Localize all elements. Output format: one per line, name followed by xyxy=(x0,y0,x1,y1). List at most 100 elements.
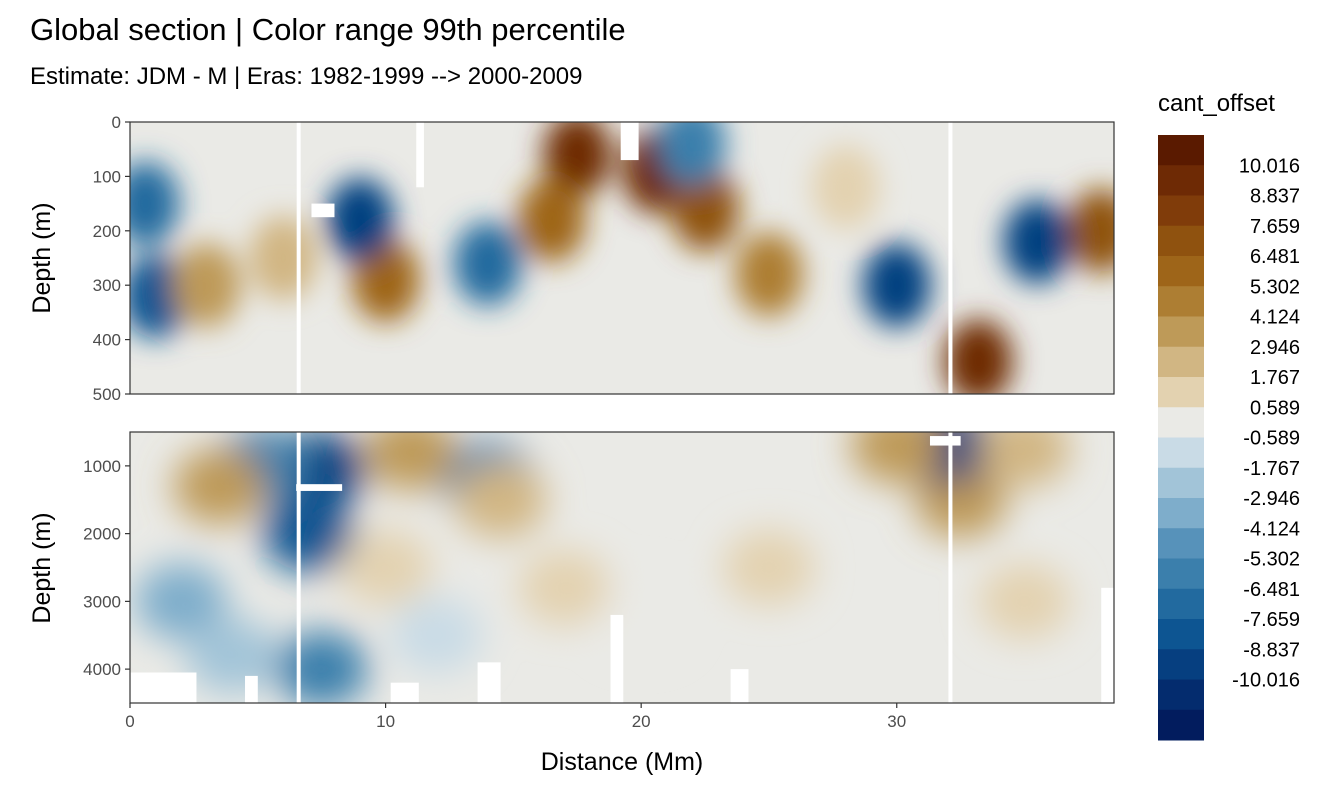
legend-break-label: 10.016 xyxy=(1239,155,1300,177)
legend-color-bin xyxy=(1158,558,1204,590)
y-tick-label: 300 xyxy=(93,276,121,295)
missing-data-region xyxy=(296,484,343,491)
y-tick-label: 2000 xyxy=(83,525,121,544)
field-feature xyxy=(249,216,318,300)
missing-data-region xyxy=(610,614,624,703)
missing-data-region xyxy=(1101,587,1114,703)
field-feature xyxy=(173,448,266,525)
field-feature xyxy=(1067,188,1114,273)
lower-panel: 1000 2000 3000 4000 0 10 20 30 Depth (m) Dista… xyxy=(28,431,1115,776)
legend-color-bin xyxy=(1158,286,1204,317)
field-feature xyxy=(454,461,547,538)
legend-color-bin xyxy=(1158,135,1204,166)
field-feature xyxy=(339,529,432,606)
legend-color-bin xyxy=(1158,588,1204,620)
missing-data-region xyxy=(245,675,258,703)
y-tick-label: 3000 xyxy=(83,592,121,611)
legend-color-bin xyxy=(1158,407,1204,438)
field-feature xyxy=(186,617,279,694)
legend-color-bin xyxy=(1158,467,1204,499)
legend-break-label: 0.589 xyxy=(1250,397,1300,419)
legend-break-label: -5.302 xyxy=(1243,549,1300,571)
color-legend: cant_offset 10.016 8.837 7.659 6.481 5.302 4.… xyxy=(1158,90,1300,741)
y-tick-label: 100 xyxy=(93,167,121,186)
field-feature xyxy=(543,122,612,197)
legend-break-label: -10.016 xyxy=(1232,670,1300,692)
y-tick-label: 400 xyxy=(93,331,121,350)
legend-color-bin xyxy=(1158,225,1204,257)
field-feature xyxy=(944,319,1013,394)
legend-break-label: -0.589 xyxy=(1243,428,1300,450)
field-feature xyxy=(658,122,727,186)
missing-data-region xyxy=(929,436,961,446)
field-feature xyxy=(172,243,241,328)
legend-break-label: 4.124 xyxy=(1250,307,1300,329)
field-feature xyxy=(130,161,180,246)
field-feature xyxy=(262,495,355,572)
legend-break-label: -8.837 xyxy=(1243,639,1300,661)
legend-color-bin xyxy=(1158,498,1204,529)
field-feature xyxy=(734,232,803,317)
x-tick-label: 10 xyxy=(376,712,395,731)
field-feature xyxy=(275,631,368,703)
chart-subtitle: Estimate: JDM - M | Eras: 1982-1999 --> … xyxy=(30,63,582,90)
section-gap-line xyxy=(948,432,953,703)
y-tick-label: 4000 xyxy=(83,660,121,679)
legend-color-bin xyxy=(1158,165,1204,196)
field-feature xyxy=(1003,199,1072,284)
field-feature xyxy=(135,563,228,640)
missing-data-region xyxy=(390,682,419,703)
legend-color-bin xyxy=(1158,619,1204,650)
missing-data-region xyxy=(130,672,197,703)
legend-break-label: 7.659 xyxy=(1250,216,1300,238)
legend-title: cant_offset xyxy=(1158,90,1275,117)
lower-panel-border xyxy=(129,431,1115,704)
legend-break-label: -2.946 xyxy=(1243,488,1300,510)
legend-break-label: 1.767 xyxy=(1250,367,1300,389)
legend-break-label: 8.837 xyxy=(1250,186,1300,208)
legend-color-bin xyxy=(1158,437,1204,469)
legend-color-bin xyxy=(1158,316,1204,348)
legend-color-bin xyxy=(1158,377,1204,408)
y-axis-title-lower: Depth (m) xyxy=(28,512,56,623)
legend-break-label: -1.767 xyxy=(1243,458,1300,480)
legend-color-bin xyxy=(1158,709,1204,741)
legend-color-bin xyxy=(1158,528,1204,559)
field-feature xyxy=(365,432,458,491)
chart-title: Global section | Color range 99th percen… xyxy=(30,12,626,47)
y-tick-label: 200 xyxy=(93,222,121,241)
legend-color-bin xyxy=(1158,346,1204,378)
missing-data-region xyxy=(477,662,501,703)
upper-panel: 0 100 200 300 400 500 Depth (m) xyxy=(28,113,1115,404)
upper-panel-border xyxy=(129,121,1115,395)
y-axis-title-upper: Depth (m) xyxy=(28,202,56,313)
missing-data-region xyxy=(620,122,639,161)
field-feature xyxy=(518,549,611,626)
legend-color-bin xyxy=(1158,679,1204,711)
legend-break-label: -7.659 xyxy=(1243,609,1300,631)
y-tick-label: 1000 xyxy=(83,457,121,476)
legend-color-bin xyxy=(1158,195,1204,227)
field-feature xyxy=(390,597,483,674)
section-gap-line xyxy=(296,122,301,394)
x-tick-label: 0 xyxy=(125,712,134,731)
legend-break-label: 6.481 xyxy=(1250,246,1300,268)
missing-data-region xyxy=(311,203,335,218)
legend-break-label: 2.946 xyxy=(1250,337,1300,359)
field-feature xyxy=(850,432,943,484)
legend-break-label: -6.481 xyxy=(1243,579,1300,601)
legend-break-label: -4.124 xyxy=(1243,518,1300,540)
y-tick-label: 500 xyxy=(93,385,121,404)
field-feature xyxy=(722,529,815,606)
legend-break-label: 5.302 xyxy=(1250,276,1300,298)
x-tick-label: 30 xyxy=(887,712,906,731)
field-feature xyxy=(978,432,1071,487)
field-feature xyxy=(453,221,522,306)
y-tick-label: 0 xyxy=(112,113,121,132)
field-feature xyxy=(671,167,740,252)
missing-data-region xyxy=(730,669,749,703)
missing-data-region xyxy=(416,122,424,188)
field-feature xyxy=(811,145,880,230)
section-gap-line xyxy=(296,432,301,703)
